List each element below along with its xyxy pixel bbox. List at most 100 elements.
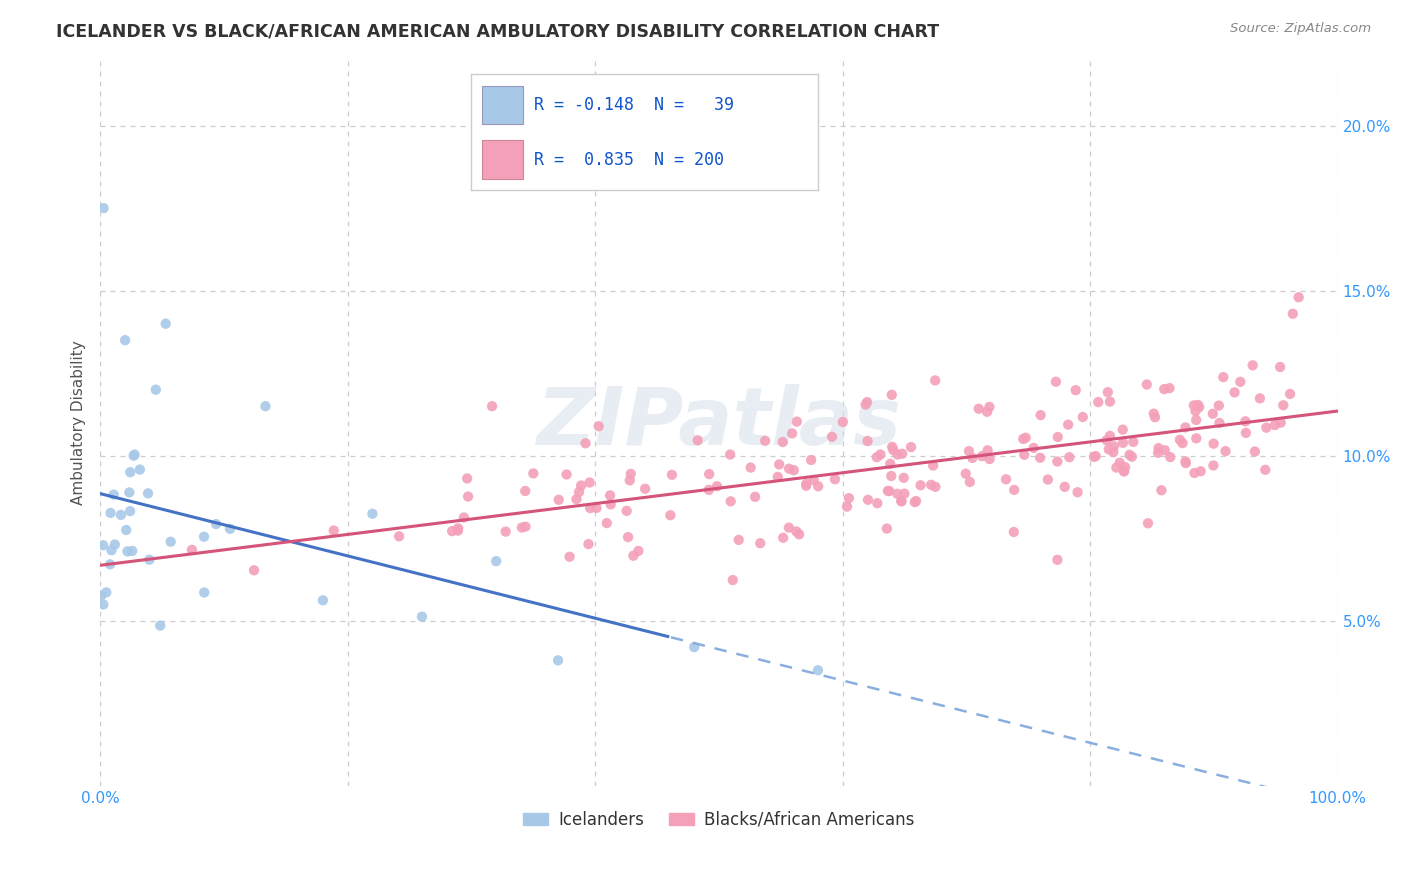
Point [979,400,1001,414]
Point [122,449,145,463]
Point [1256,420,1278,434]
Point [515,483,537,498]
Point [876,522,898,536]
Point [118,485,141,500]
Point [574,436,596,450]
Point [1279,387,1302,401]
Point [905,494,928,508]
Point [115,523,138,537]
Point [1046,454,1069,468]
Point [787,527,810,541]
Point [920,477,942,491]
Point [627,544,650,558]
Point [1150,483,1173,498]
Point [882,442,904,457]
Point [1046,430,1069,444]
Point [995,472,1018,486]
Point [778,461,800,475]
Point [485,554,508,568]
Point [957,444,980,458]
Point [1168,433,1191,447]
Point [243,563,266,577]
Point [778,521,800,535]
Point [121,544,143,558]
Point [91,538,114,552]
Point [453,510,475,524]
Point [1153,443,1175,458]
Point [579,501,602,516]
Point [1234,425,1257,440]
Point [98,558,121,572]
Point [1136,377,1159,392]
Point [740,460,762,475]
Point [1202,436,1225,450]
Point [880,388,903,402]
Point [617,530,640,544]
Point [616,504,638,518]
Point [1059,450,1081,465]
Point [114,333,136,347]
Point [1112,465,1135,479]
Point [599,497,621,511]
Point [959,475,981,489]
Point [879,457,901,471]
Point [558,549,581,564]
Point [1098,394,1121,409]
Point [794,476,817,491]
Point [866,450,889,465]
Point [1087,395,1109,409]
Point [924,480,946,494]
Point [1208,399,1230,413]
Point [322,524,344,538]
Point [457,490,479,504]
Point [1053,480,1076,494]
Point [1014,448,1036,462]
Point [1241,359,1264,373]
Point [1202,407,1225,421]
Point [138,552,160,566]
Point [205,517,228,532]
Point [1188,401,1211,415]
Point [1215,444,1237,458]
Point [768,458,790,472]
Point [568,485,591,500]
Point [90,588,112,602]
Point [1202,458,1225,473]
Point [1045,375,1067,389]
Point [683,640,706,655]
Point [117,544,139,558]
Point [1102,439,1125,453]
Point [219,522,242,536]
Point [100,543,122,558]
Point [441,524,464,538]
Point [1064,383,1087,397]
Point [1264,418,1286,433]
Point [1272,398,1295,412]
Point [1098,442,1121,457]
Point [893,471,915,485]
Point [786,415,808,429]
Point [254,399,277,413]
Point [104,537,127,551]
Point [882,440,904,454]
Point [93,201,115,215]
Point [1098,429,1121,443]
Point [1268,359,1291,374]
Point [1122,434,1144,449]
Point [1270,416,1292,430]
Point [1184,404,1206,418]
Point [727,533,749,547]
Point [749,536,772,550]
Y-axis label: Ambulatory Disability: Ambulatory Disability [72,341,86,505]
Point [807,479,830,493]
Point [1189,464,1212,478]
Point [754,434,776,448]
Point [388,529,411,543]
Point [1071,409,1094,424]
Point [1015,431,1038,445]
Point [312,593,335,607]
Point [1182,399,1205,413]
Point [766,470,789,484]
Text: Source: ZipAtlas.com: Source: ZipAtlas.com [1230,22,1371,36]
Point [821,430,844,444]
